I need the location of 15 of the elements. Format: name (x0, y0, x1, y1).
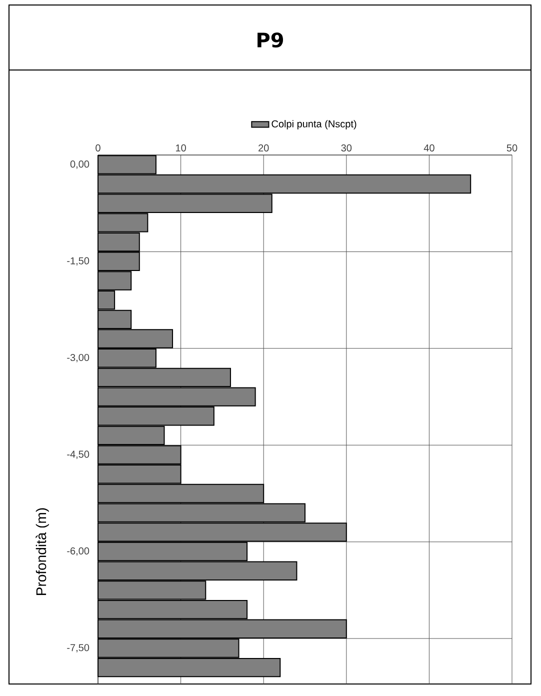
x-tick-label: 40 (424, 144, 434, 152)
y-tick-label: 0,00 (70, 160, 90, 169)
x-tick-label: 30 (341, 144, 352, 152)
y-tick-label: -1,50 (67, 257, 90, 266)
x-tick-label: 0 (96, 144, 100, 152)
chart-title: P9 (258, 32, 284, 48)
x-tick-label: 10 (176, 144, 186, 152)
legend-label: Colpi punta (Nscpt) (272, 120, 356, 130)
x-tick-label: 50 (506, 144, 518, 152)
y-tick-label: -6,00 (67, 547, 90, 556)
y-tick-label: -4,50 (67, 450, 90, 459)
x-tick-label: 20 (258, 144, 269, 152)
y-axis-title: Profondità (m) (36, 508, 49, 595)
y-tick-label: -3,00 (67, 354, 90, 362)
y-tick-label: -7,50 (67, 644, 90, 652)
